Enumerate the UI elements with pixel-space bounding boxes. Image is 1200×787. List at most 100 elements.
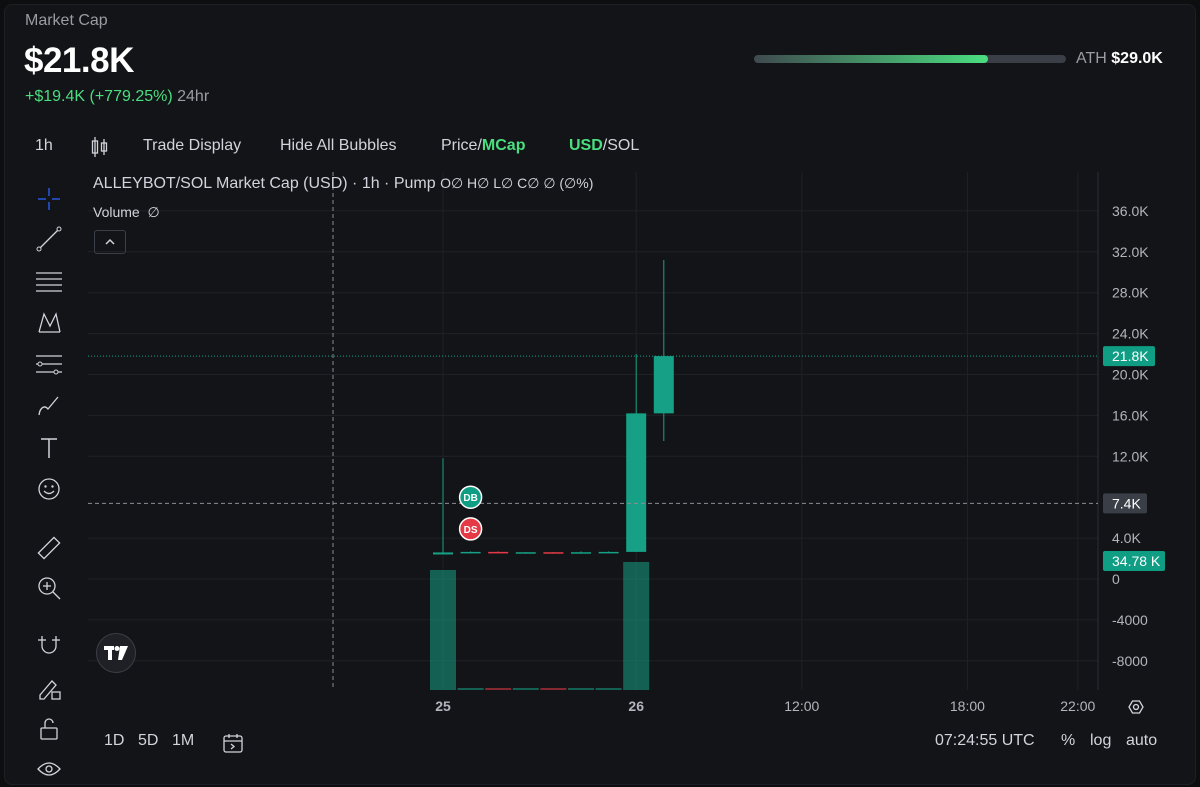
ath-label: ATH $29.0K xyxy=(1076,50,1163,68)
zoom-in-icon[interactable] xyxy=(28,571,70,605)
axis-settings-icon xyxy=(1128,700,1144,714)
emoji-icon[interactable] xyxy=(28,472,70,506)
gear-outline xyxy=(1128,700,1144,714)
projection-icon[interactable] xyxy=(28,347,70,381)
brush-icon[interactable] xyxy=(28,389,70,423)
trade-bubble-ds xyxy=(458,517,483,541)
eye-icon[interactable] xyxy=(28,751,70,785)
change-value: +$19.4K (+779.25%) xyxy=(25,88,173,105)
volume-bar-1 xyxy=(457,688,484,690)
volume-label: Volume xyxy=(93,204,140,220)
magnet-icon[interactable] xyxy=(28,628,70,662)
price-option: Price/ xyxy=(441,137,482,154)
currency-toggle[interactable]: USD/SOL xyxy=(569,137,639,155)
collapse-legend-button[interactable] xyxy=(94,230,126,254)
ath-progress-bar xyxy=(754,55,1066,63)
volume-bar-4 xyxy=(540,688,567,690)
pattern-icon[interactable] xyxy=(28,306,70,340)
crosshair-icon[interactable] xyxy=(28,182,70,216)
volume-badge: 34.78 K xyxy=(1112,553,1161,569)
volume-bar-5 xyxy=(568,688,594,690)
volume-bars xyxy=(430,562,650,690)
y-tick-label-9: -4000 xyxy=(1112,612,1148,628)
range-5d-button[interactable]: 5D xyxy=(138,732,159,749)
candle-body-5 xyxy=(571,552,591,554)
usd-option: USD xyxy=(569,137,603,154)
lock-pencil-icon[interactable] xyxy=(28,671,70,705)
trade-bubble-label-1: DS xyxy=(464,525,478,536)
volume-legend: Volume ∅ xyxy=(93,204,160,221)
candles xyxy=(433,259,674,555)
y-tick-label-8: 0 xyxy=(1112,571,1120,587)
ath-text: ATH xyxy=(1076,50,1107,67)
crosshair-price-badge-bg xyxy=(1103,493,1147,514)
chart-grid xyxy=(88,172,1099,690)
y-tick-label-2: 28.0K xyxy=(1112,285,1149,301)
y-tick-label-3: 24.0K xyxy=(1112,326,1149,342)
ath-progress-fill xyxy=(754,55,988,63)
chart-lines xyxy=(88,172,1098,690)
x-tick-label-1: 26 xyxy=(628,698,644,714)
last-price-badge-bg xyxy=(1103,346,1155,367)
candle-body-6 xyxy=(598,551,619,554)
volume-bar-3 xyxy=(512,688,539,690)
trade-bubble-db xyxy=(458,485,483,509)
utc-clock[interactable]: 07:24:55 UTC xyxy=(935,732,1035,749)
chart-legend: ALLEYBOT/SOL Market Cap (USD) · 1h · Pum… xyxy=(93,175,593,193)
chart-toolbar: 1h Trade Display Hide All Bubbles Price/… xyxy=(5,133,1195,163)
price-mcap-toggle[interactable]: Price/MCap xyxy=(441,137,525,155)
range-1d-button[interactable]: 1D xyxy=(104,732,125,749)
hide-bubbles-button[interactable]: Hide All Bubbles xyxy=(280,137,397,154)
tradingview-logo-icon[interactable] xyxy=(96,633,136,673)
log-scale-button[interactable]: log xyxy=(1090,732,1112,749)
change-period: 24hr xyxy=(177,88,210,105)
interval-button[interactable]: 1h xyxy=(35,137,53,154)
x-tick-label-2: 12:00 xyxy=(784,698,819,714)
x-axis: 25 26 12:00 18:00 22:00 xyxy=(435,698,1144,714)
market-cap-value: $21.8K xyxy=(24,41,134,80)
y-tick-label-5: 16.0K xyxy=(1112,407,1149,423)
x-tick-label-4: 22:00 xyxy=(1060,698,1095,714)
candle-type-icon[interactable] xyxy=(91,135,109,164)
goto-date-icon[interactable] xyxy=(222,733,246,760)
ruler-icon[interactable] xyxy=(28,531,70,565)
candle-body-8 xyxy=(653,356,674,414)
y-tick-label-0: 36.0K xyxy=(1112,203,1149,219)
candle-body-1 xyxy=(460,551,481,554)
percent-scale-button[interactable]: % xyxy=(1061,732,1076,749)
volume-badge-bg xyxy=(1103,551,1165,571)
x-tick-label-0: 25 xyxy=(435,698,451,714)
chevron-up-icon xyxy=(105,238,115,245)
y-axis: 36.0K 32.0K 28.0K 24.0K 20.0K 16.0K 12.0K 4.0K 0… xyxy=(1103,203,1165,669)
text-icon[interactable] xyxy=(28,431,70,465)
trend-line-icon[interactable] xyxy=(28,222,70,256)
candle-body-4 xyxy=(543,552,564,554)
market-cap-label: Market Cap xyxy=(25,12,108,29)
volume-value: ∅ xyxy=(147,204,160,220)
candle-body-7 xyxy=(626,413,647,552)
crosshair-price-badge: 7.4K xyxy=(1112,495,1141,511)
y-tick-label-4: 20.0K xyxy=(1112,367,1149,383)
legend-ohlc: O∅ H∅ L∅ C∅ ∅ (∅%) xyxy=(440,175,594,191)
auto-scale-button[interactable]: auto xyxy=(1126,732,1158,749)
unlock-icon[interactable] xyxy=(28,712,70,746)
sol-option: /SOL xyxy=(602,137,640,154)
legend-title: ALLEYBOT/SOL Market Cap (USD) · 1h · Pum… xyxy=(93,175,436,192)
range-1m-button[interactable]: 1M xyxy=(172,732,195,749)
last-price-badge: 21.8K xyxy=(1112,348,1149,364)
candle-body-3 xyxy=(515,552,536,554)
mcap-option: MCap xyxy=(481,137,526,154)
volume-bar-0 xyxy=(430,570,456,690)
candle-body-0 xyxy=(433,552,453,555)
y-tick-label-6: 12.0K xyxy=(1112,448,1149,464)
ath-value: $29.0K xyxy=(1111,50,1163,67)
gear-center xyxy=(1132,703,1140,711)
fib-lines-icon[interactable] xyxy=(28,264,70,298)
trade-display-button[interactable]: Trade Display xyxy=(143,137,242,154)
volume-bar-7 xyxy=(623,562,650,690)
y-tick-label-1: 32.0K xyxy=(1112,244,1149,260)
market-cap-change: +$19.4K (+779.25%) 24hr xyxy=(25,88,209,106)
y-tick-label-7: 4.0K xyxy=(1112,530,1141,546)
chart-panel: Market Cap $21.8K +$19.4K (+779.25%) 24h… xyxy=(4,4,1196,785)
